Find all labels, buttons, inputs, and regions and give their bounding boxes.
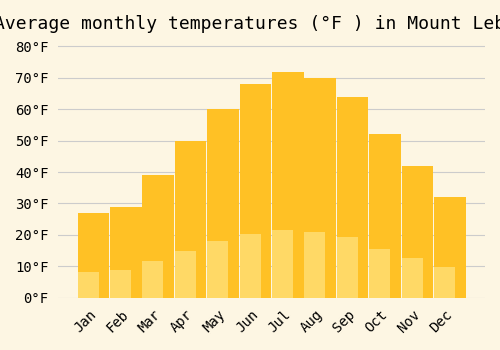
Bar bbox=[272, 71, 293, 230]
Bar bbox=[304, 78, 326, 232]
Bar bbox=[88, 213, 109, 298]
Bar bbox=[175, 141, 196, 251]
Bar bbox=[207, 109, 229, 241]
Bar bbox=[402, 166, 422, 258]
Bar bbox=[434, 197, 455, 267]
Bar bbox=[110, 270, 131, 298]
Bar bbox=[380, 134, 401, 298]
Bar bbox=[250, 84, 271, 298]
Bar bbox=[272, 230, 293, 298]
Title: Average monthly temperatures (°F ) in Mount Lebanon: Average monthly temperatures (°F ) in Mo… bbox=[0, 15, 500, 33]
Bar bbox=[412, 166, 433, 298]
Bar bbox=[369, 134, 390, 248]
Bar bbox=[348, 97, 368, 298]
Bar bbox=[434, 267, 455, 297]
Bar bbox=[186, 141, 206, 298]
Bar bbox=[337, 97, 358, 237]
Bar bbox=[402, 258, 422, 298]
Bar bbox=[218, 109, 239, 298]
Bar bbox=[369, 248, 390, 298]
Bar bbox=[142, 261, 164, 298]
Bar bbox=[110, 206, 131, 270]
Bar bbox=[282, 71, 304, 298]
Bar bbox=[207, 241, 229, 298]
Bar bbox=[78, 213, 98, 272]
Bar bbox=[175, 251, 196, 298]
Bar bbox=[240, 233, 260, 298]
Bar bbox=[240, 84, 260, 233]
Bar bbox=[120, 206, 142, 298]
Bar bbox=[142, 175, 164, 261]
Bar bbox=[78, 272, 98, 298]
Bar bbox=[153, 175, 174, 298]
Bar bbox=[337, 237, 358, 298]
Bar bbox=[315, 78, 336, 298]
Bar bbox=[444, 197, 466, 298]
Bar bbox=[304, 232, 326, 298]
